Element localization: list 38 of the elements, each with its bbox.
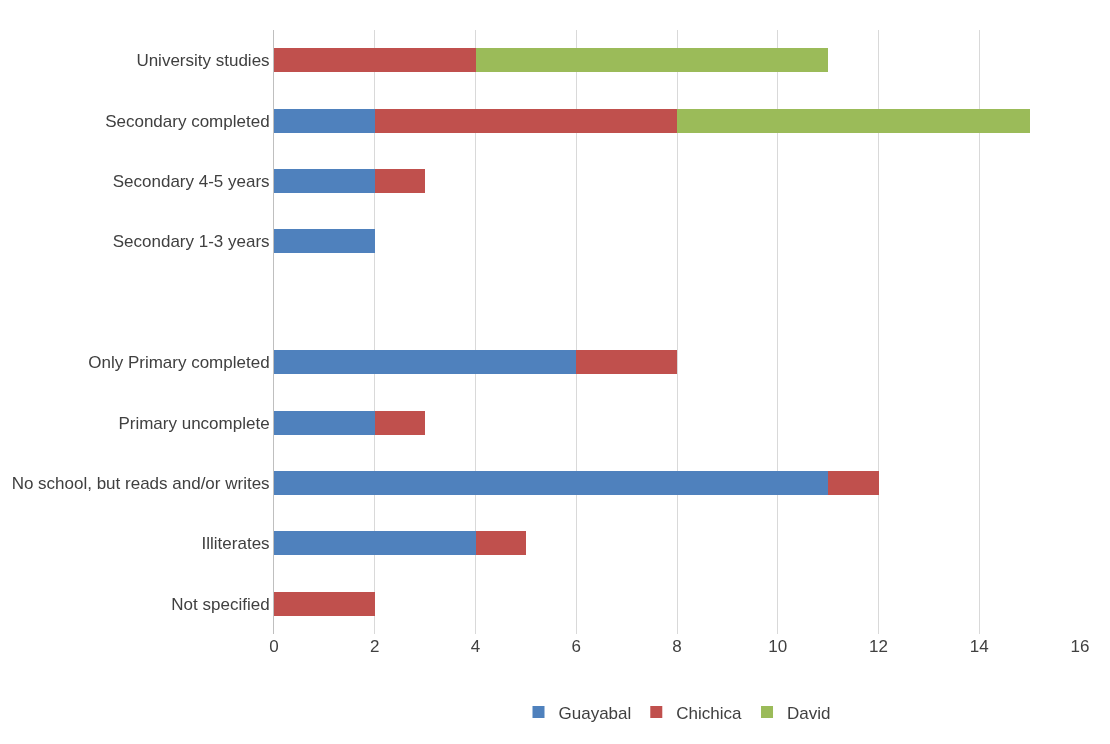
y-tick-label: Only Primary completed [88, 353, 270, 373]
bar [274, 229, 375, 254]
bar [374, 108, 677, 133]
y-tick-label: Secondary 4-5 years [112, 171, 270, 191]
legend-label: David [787, 703, 831, 723]
legend-label: Guayabal [558, 703, 632, 723]
bar [274, 48, 476, 73]
x-tick-label: 12 [869, 637, 888, 656]
bar [274, 531, 476, 556]
bar [374, 168, 426, 194]
x-tick-label: 4 [470, 637, 481, 656]
y-tick-label: Illiterates [201, 534, 270, 554]
y-tick-label: Not specified [171, 594, 270, 614]
bar [274, 168, 375, 194]
x-tick-label: 8 [672, 637, 682, 656]
x-tick-label: 6 [571, 637, 581, 656]
legend-label: Chichica [676, 703, 743, 723]
bar [475, 48, 829, 73]
y-tick-label: Secondary completed [105, 111, 270, 131]
y-tick-label: Secondary 1-3 years [112, 232, 270, 252]
bar [274, 470, 829, 496]
x-tick-label: 10 [768, 637, 788, 656]
bar [677, 108, 1030, 133]
bar [274, 410, 375, 435]
bar [274, 108, 375, 133]
x-tick-label: 2 [370, 637, 380, 656]
x-tick-label: 0 [269, 637, 279, 656]
bar [274, 591, 375, 616]
bar [576, 350, 677, 375]
y-tick-label: Primary uncomplete [118, 413, 270, 433]
y-tick-label: University studies [136, 51, 270, 71]
bar [828, 470, 879, 496]
bar [274, 350, 577, 375]
x-tick-label: 16 [1070, 637, 1090, 656]
bar [374, 410, 426, 435]
x-tick-label: 14 [969, 637, 989, 656]
bar [475, 531, 526, 556]
y-tick-label: No school, but reads and/or writes [11, 473, 270, 493]
